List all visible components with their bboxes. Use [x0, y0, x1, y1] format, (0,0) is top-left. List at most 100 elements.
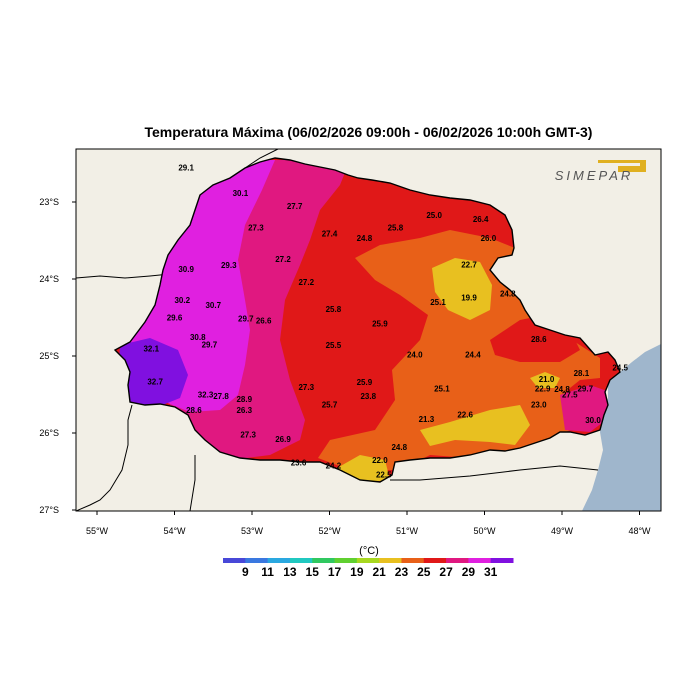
ocean: [582, 344, 661, 511]
station-value: 26.9: [275, 435, 291, 444]
station-value: 29.7: [202, 340, 218, 349]
station-value: 29.7: [238, 314, 254, 323]
station-value: 21.0: [539, 375, 555, 384]
map-area: 29.1 30.1 27.7 27.3 25.0 26.4 25.8 27.4 24.8 26.0…: [76, 149, 661, 511]
y-tick-label: 26°S: [39, 428, 59, 438]
station-value: 25.7: [322, 401, 338, 410]
colorbar-swatch: [289, 558, 313, 563]
station-value: 27.7: [287, 202, 303, 211]
station-value: 28.6: [531, 335, 547, 344]
map-frame: [75, 148, 662, 512]
station-value: 29.7: [577, 384, 593, 393]
station-value: 22.9: [535, 384, 551, 393]
colorbar-label: 27: [439, 565, 453, 579]
map-title: Temperatura Máxima (06/02/2026 09:00h - …: [144, 124, 593, 140]
station-value: 24.8: [391, 443, 407, 452]
station-value: 29.1: [178, 163, 194, 172]
station-value: 26.3: [236, 406, 252, 415]
station-value: 24.8: [554, 385, 570, 394]
station-value: 32.3: [198, 391, 214, 400]
colorbar-swatch: [490, 558, 514, 563]
colorbar-label: 15: [306, 565, 320, 579]
station-value: 32.7: [147, 377, 163, 386]
station-value: 24.8: [357, 234, 373, 243]
colorbar-swatch: [468, 558, 492, 563]
station-value: 24.0: [407, 350, 423, 359]
x-tick-label: 54°W: [163, 526, 186, 536]
colorbar: (°C) 9 11 13 15 17 19 21 23 25 27 29 31: [223, 545, 514, 579]
station-values: 29.1 30.1 27.7 27.3 25.0 26.4 25.8 27.4 24.8 26.0…: [143, 163, 628, 479]
state-border-line: [189, 455, 196, 511]
station-value: 30.8: [190, 333, 206, 342]
y-tick-label: 24°S: [39, 274, 59, 284]
x-tick-label: 51°W: [396, 526, 419, 536]
station-value: 25.5: [326, 341, 342, 350]
station-value: 30.2: [174, 296, 190, 305]
station-value: 25.1: [430, 298, 446, 307]
station-value: 25.0: [426, 211, 442, 220]
x-axis: 55°W 54°W 53°W 52°W 51°W 50°W 49°W 48°W: [86, 511, 651, 536]
colorbar-swatch: [267, 558, 291, 563]
station-value: 24.2: [326, 461, 342, 470]
colorbar-swatch: [334, 558, 358, 563]
x-tick-label: 50°W: [473, 526, 496, 536]
colorbar-swatch: [312, 558, 336, 563]
colorbar-swatch: [423, 558, 447, 563]
station-value: 24.4: [465, 350, 481, 359]
y-tick-label: 27°S: [39, 505, 59, 515]
state-outline: [113, 157, 621, 483]
colorbar-label: 9: [242, 565, 249, 579]
state-border-line: [390, 465, 599, 481]
station-value: 22.7: [461, 260, 477, 269]
x-tick-label: 48°W: [628, 526, 651, 536]
colorbar-label: 31: [484, 565, 498, 579]
zone-above-33: [118, 338, 188, 408]
colorbar-swatch: [245, 558, 269, 563]
station-value: 22.6: [457, 411, 473, 420]
station-value: 27.5: [562, 391, 578, 400]
station-value: 28.1: [574, 369, 590, 378]
station-value: 27.3: [240, 431, 256, 440]
station-value: 22.5: [376, 471, 392, 480]
station-value: 28.6: [186, 406, 202, 415]
colorbar-label: 11: [261, 565, 274, 579]
state-border-line: [76, 404, 133, 511]
station-value: 27.3: [298, 383, 314, 392]
station-value: 25.8: [388, 223, 404, 232]
station-value: 27.8: [213, 392, 229, 401]
colorbar-swatch: [446, 558, 469, 563]
station-value: 30.7: [205, 301, 221, 310]
station-value: 30.1: [233, 189, 249, 198]
station-value: 26.6: [256, 317, 272, 326]
colorbar-label: 13: [283, 565, 297, 579]
zone-29-31: [560, 385, 610, 432]
colorbar-label: 25: [417, 565, 431, 579]
y-tick-label: 23°S: [39, 197, 59, 207]
simepar-logo: SIMEPAR: [555, 160, 646, 183]
station-value: 23.6: [291, 458, 307, 467]
station-value: 21.3: [419, 415, 435, 424]
station-value: 24.5: [612, 364, 628, 373]
zone-21-23: [432, 258, 492, 320]
station-value: 27.4: [322, 230, 338, 239]
station-value: 25.8: [326, 305, 342, 314]
state-border-line: [244, 149, 279, 169]
station-value: 28.9: [236, 395, 252, 404]
station-value: 19.9: [461, 293, 477, 302]
station-value: 23.8: [360, 392, 376, 401]
station-value: 26.4: [473, 215, 489, 224]
colorbar-swatch: [401, 558, 425, 563]
colorbar-unit: (°C): [359, 545, 379, 557]
x-tick-label: 49°W: [551, 526, 574, 536]
colorbar-swatch: [356, 558, 380, 563]
station-value: 32.1: [143, 344, 159, 353]
zone-21-23: [530, 372, 560, 388]
station-value: 23.0: [531, 401, 547, 410]
logo-text: SIMEPAR: [555, 168, 634, 183]
station-value: 27.2: [275, 255, 291, 264]
station-value: 27.2: [298, 278, 314, 287]
station-value: 29.3: [221, 261, 237, 270]
station-value: 26.0: [481, 234, 497, 243]
colorbar-label: 17: [328, 565, 342, 579]
